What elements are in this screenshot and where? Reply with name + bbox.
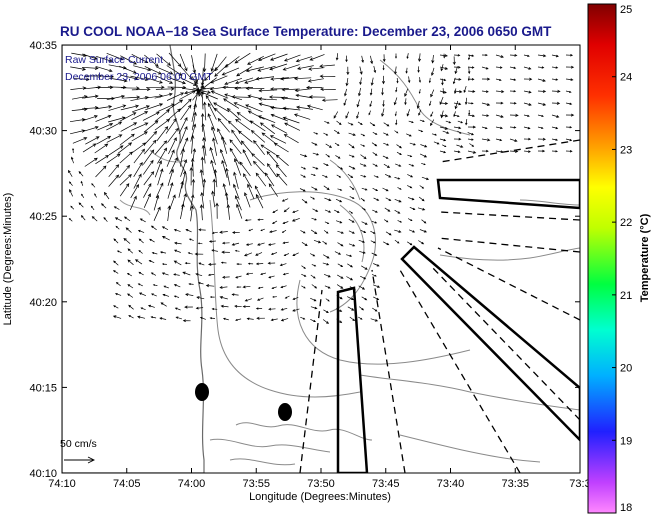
- x-tick-label: 73:3: [569, 478, 590, 490]
- legend-current-date: December 23, 2006 06:00 GMT: [65, 71, 213, 83]
- scale-label: 50 cm/s: [60, 438, 97, 450]
- x-tick-label: 73:55: [242, 478, 270, 490]
- shipping-lanes: [299, 139, 580, 473]
- x-tick-label: 74:10: [48, 478, 76, 490]
- x-tick-label: 74:00: [178, 478, 206, 490]
- y-tick-label: 40:35: [29, 40, 57, 52]
- x-tick-label: 73:45: [372, 478, 400, 490]
- x-tick-label: 73:35: [501, 478, 529, 490]
- colorbar-tick-label: 18: [620, 502, 632, 514]
- marker-buoy-west: [195, 383, 209, 401]
- colorbar-tick-label: 23: [620, 144, 632, 156]
- surface-current-vectors: [67, 52, 575, 324]
- scale-arrow: [64, 456, 96, 464]
- y-tick-label: 40:30: [29, 126, 57, 138]
- x-tick-label: 73:40: [437, 478, 465, 490]
- colorbar-tick-label: 25: [620, 4, 632, 16]
- x-axis-label: Longitude (Degrees:Minutes): [249, 491, 391, 503]
- colorbar-tick-label: 20: [620, 363, 632, 375]
- legend-current-label: Raw Surface Current: [65, 54, 163, 66]
- marker-buoy-east: [278, 403, 292, 421]
- dumping-zones: [336, 178, 580, 473]
- colorbar-label: Temperature (°C): [639, 213, 651, 302]
- colorbar: 25 24 23 22 21 20 19 18 Temperature (°C): [587, 3, 651, 514]
- x-tick-label: 73:50: [307, 478, 335, 490]
- colorbar-tick-label: 19: [620, 435, 632, 447]
- map-title: RU COOL NOAA−18 Sea Surface Temperature:…: [60, 24, 552, 39]
- map-panel: [61, 44, 581, 474]
- land-coastline: [62, 45, 205, 473]
- colorbar-tick-label: 22: [620, 217, 632, 229]
- x-axis-ticks: 74:10 74:05 74:00 73:55 73:50 73:45 73:40 73:35…: [48, 45, 591, 490]
- y-axis-ticks: 40:35 40:30 40:25 40:20 40:15 40:10: [29, 40, 580, 480]
- y-tick-label: 40:10: [29, 468, 57, 480]
- colorbar-tick-label: 21: [620, 290, 632, 302]
- y-tick-label: 40:15: [29, 382, 57, 394]
- y-axis-label: Latitude (Degrees:Minutes): [2, 193, 14, 326]
- colorbar-tick-label: 24: [620, 72, 632, 84]
- x-tick-label: 74:05: [113, 478, 141, 490]
- y-tick-label: 40:25: [29, 211, 57, 223]
- y-tick-label: 40:20: [29, 297, 57, 309]
